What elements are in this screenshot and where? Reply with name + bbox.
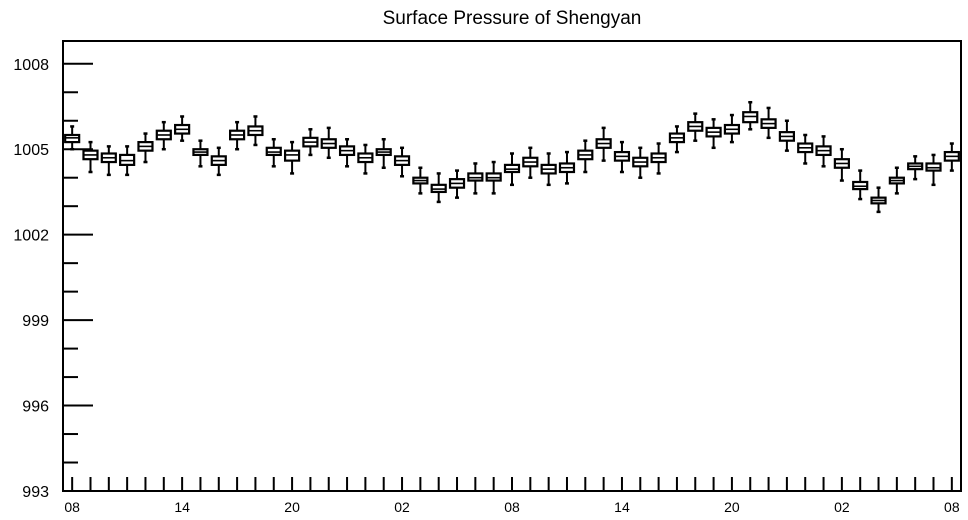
box-mark xyxy=(778,119,795,152)
box-mark xyxy=(229,120,246,151)
chart-title: Surface Pressure of Shengyan xyxy=(383,8,642,29)
x-tick-label: 08 xyxy=(64,499,80,515)
y-tick-label: 993 xyxy=(22,484,49,501)
y-tick-label: 996 xyxy=(22,399,49,416)
box-mark xyxy=(82,140,99,174)
box-mark xyxy=(888,166,905,195)
box-mark xyxy=(503,152,521,187)
box-mark xyxy=(558,150,576,185)
y-axis: 993 996 999 1002 1005 1008 xyxy=(13,57,93,501)
box-mark xyxy=(64,125,81,151)
x-tick-label: 08 xyxy=(944,499,960,515)
box-mark xyxy=(338,138,356,168)
x-tick-label: 02 xyxy=(834,499,850,515)
box-mark xyxy=(632,146,649,179)
box-mark xyxy=(247,115,264,147)
box-mark xyxy=(320,126,337,160)
x-tick-label: 20 xyxy=(284,499,300,515)
box-mark xyxy=(448,169,466,199)
box-mark xyxy=(852,169,869,201)
box-mark xyxy=(375,138,392,169)
y-tick-label: 1005 xyxy=(13,142,49,159)
box-mark xyxy=(393,146,411,178)
box-mark xyxy=(412,166,429,195)
box-mark xyxy=(742,100,759,131)
box-series xyxy=(64,100,960,214)
box-mark xyxy=(357,143,374,175)
box-mark xyxy=(577,139,594,174)
box-mark xyxy=(815,135,832,168)
x-tick-label: 20 xyxy=(724,499,740,515)
box-mark xyxy=(430,172,447,204)
box-mark xyxy=(100,145,117,177)
box-mark xyxy=(155,120,172,151)
box-mark xyxy=(137,132,154,164)
box-mark xyxy=(760,106,777,140)
plot-frame xyxy=(62,40,962,492)
x-axis: 08 14 20 02 08 14 20 02 08 xyxy=(64,477,960,515)
box-mark xyxy=(522,146,539,179)
box-mark xyxy=(925,153,942,187)
y-tick-label: 999 xyxy=(22,313,49,330)
box-mark xyxy=(174,115,191,142)
y-tick-label: 1008 xyxy=(13,57,49,74)
box-mark xyxy=(723,113,741,144)
box-mark xyxy=(119,145,136,177)
box-mark xyxy=(595,126,612,162)
x-tick-label: 02 xyxy=(394,499,410,515)
box-mark xyxy=(668,125,686,154)
box-mark xyxy=(687,112,704,142)
box-mark xyxy=(302,128,319,157)
box-mark xyxy=(650,142,667,175)
box-mark xyxy=(797,133,814,165)
x-tick-label: 08 xyxy=(504,499,520,515)
box-mark xyxy=(907,155,924,181)
box-mark xyxy=(705,118,722,150)
x-tick-label: 14 xyxy=(174,499,190,515)
y-tick-label: 1002 xyxy=(13,228,49,245)
x-tick-label: 14 xyxy=(614,499,630,515)
box-mark xyxy=(467,162,484,195)
box-mark xyxy=(265,138,282,168)
box-mark xyxy=(540,152,557,187)
box-mark xyxy=(283,140,301,175)
box-mark xyxy=(833,147,850,182)
box-mark xyxy=(192,139,209,168)
box-mark xyxy=(210,146,227,177)
box-mark xyxy=(485,160,502,195)
box-mark xyxy=(870,186,887,214)
box-mark xyxy=(943,142,960,172)
box-mark xyxy=(613,140,631,174)
